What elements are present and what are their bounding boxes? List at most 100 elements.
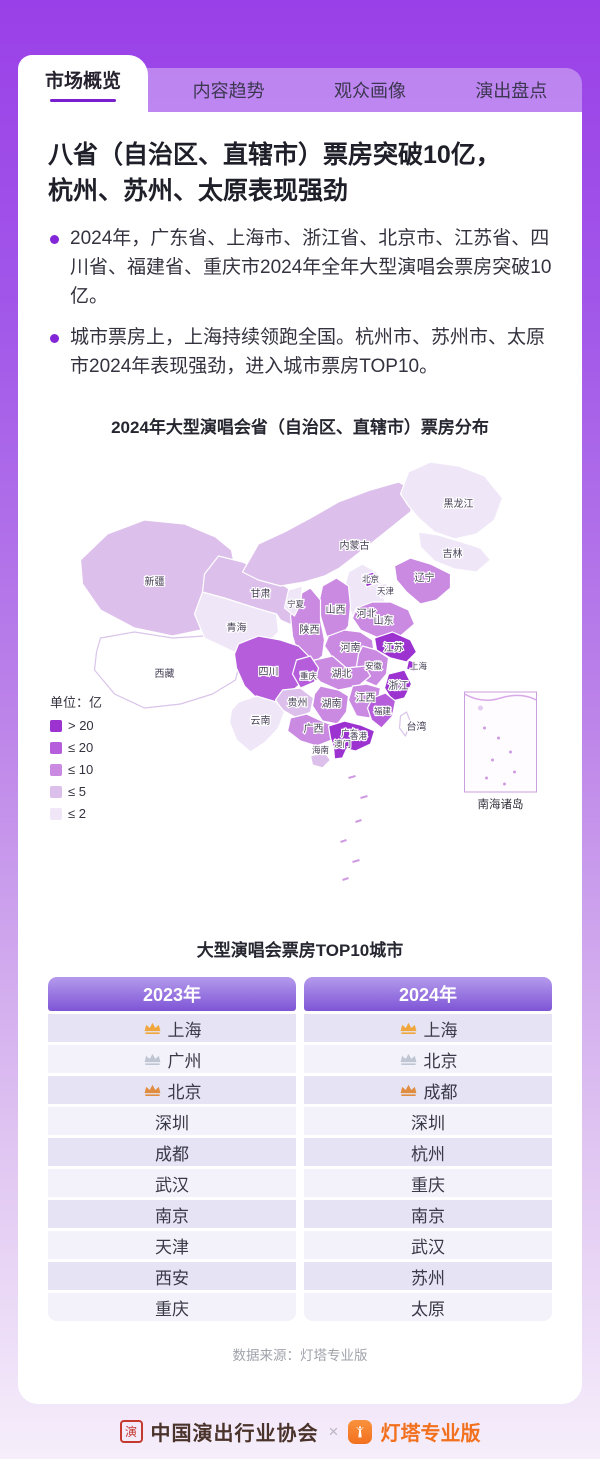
tab-content-trend[interactable]: 内容趋势 <box>192 81 265 101</box>
tab-market-overview-label: 市场概览 <box>44 70 121 92</box>
table-row: 成都 <box>304 1076 552 1105</box>
svg-text:辽宁: 辽宁 <box>415 571 435 584</box>
svg-text:河南: 河南 <box>341 641 361 654</box>
table-column-2023: 2023年 上海 广州 北京 深圳 成都 武汉 南京 天津 西安 重庆 <box>48 977 296 1324</box>
svg-text:山西: 山西 <box>326 604 346 616</box>
tab-audience-profile[interactable]: 观众画像 <box>333 81 406 101</box>
page-title-line1: 八省（自治区、直辖市）票房突破10亿， <box>48 141 501 169</box>
province-shanghai[interactable] <box>405 659 419 673</box>
legend-item: > 20 <box>50 718 102 733</box>
top-tab-bar: 内容趋势 观众画像 演出盘点 市场概览 <box>18 55 582 112</box>
china-choropleth-map: 南海诸岛 新疆 西藏 青海 甘肃 内蒙古 黑龙江 吉林 辽宁 河北 北京 天津 … <box>48 442 552 894</box>
legend-item: ≤ 20 <box>50 740 102 755</box>
tab-show-review[interactable]: 演出盘点 <box>475 81 548 101</box>
svg-text:内蒙古: 内蒙古 <box>340 539 370 552</box>
table-row: 武汉 <box>304 1231 552 1260</box>
top10-table: 2023年 上海 广州 北京 深圳 成都 武汉 南京 天津 西安 重庆 <box>48 977 552 1324</box>
svg-text:浙江: 浙江 <box>389 680 409 692</box>
province-guangdong[interactable] <box>327 720 376 760</box>
province-neimenggu[interactable] <box>241 481 418 587</box>
svg-text:西藏: 西藏 <box>155 668 175 680</box>
legend-label: > 20 <box>68 718 94 734</box>
association-seal-icon: 演 <box>119 1420 143 1443</box>
summary-bullets: 2024年，广东省、上海市、浙江省、北京市、江苏省、四川省、福建省、重庆市202… <box>48 225 552 381</box>
province-hainan[interactable] <box>309 751 332 769</box>
province-jilin[interactable] <box>417 531 492 573</box>
legend-label: ≤ 2 <box>68 806 86 822</box>
svg-text:重庆: 重庆 <box>300 671 318 681</box>
table-column-2024: 2024年 上海 北京 成都 深圳 杭州 重庆 南京 武汉 苏州 太原 <box>304 977 552 1324</box>
bullet-dot-icon <box>50 235 59 244</box>
province-heilongjiang[interactable] <box>399 461 504 540</box>
province-tianjin[interactable] <box>377 582 391 599</box>
svg-text:江苏: 江苏 <box>384 641 404 654</box>
svg-text:新疆: 新疆 <box>145 575 165 588</box>
bullet-text: 2024年，广东省、上海市、浙江省、北京市、江苏省、四川省、福建省、重庆市202… <box>70 228 552 307</box>
svg-text:陕西: 陕西 <box>300 623 320 636</box>
province-yunnan[interactable] <box>228 695 286 753</box>
map-chart-title: 2024年大型演唱会省（自治区、直辖市）票房分布 <box>111 418 489 438</box>
svg-text:湖南: 湖南 <box>322 697 342 710</box>
china-map-svg: 南海诸岛 新疆 西藏 青海 甘肃 内蒙古 黑龙江 吉林 辽宁 河北 北京 天津 … <box>79 461 537 882</box>
legend-item: ≤ 5 <box>50 784 102 799</box>
legend-swatch <box>50 741 62 754</box>
table-row: 南京 <box>304 1200 552 1229</box>
crown-gold-icon <box>400 1023 416 1035</box>
svg-text:吉林: 吉林 <box>443 547 463 560</box>
table-row: 广州 <box>48 1045 296 1074</box>
province-shandong[interactable] <box>351 601 416 639</box>
svg-text:黑龙江: 黑龙江 <box>444 497 474 510</box>
svg-text:福建: 福建 <box>374 706 392 716</box>
association-name: 中国演出行业协会 <box>150 1423 319 1445</box>
svg-text:湖北: 湖北 <box>332 668 352 680</box>
svg-text:天津: 天津 <box>377 586 395 596</box>
svg-text:香港: 香港 <box>350 731 368 741</box>
province-taiwan[interactable] <box>398 711 412 737</box>
table-row: 成都 <box>48 1138 296 1167</box>
province-beijing[interactable] <box>361 571 379 588</box>
province-chongqing[interactable] <box>291 655 320 689</box>
table-row: 西安 <box>48 1262 296 1291</box>
table-row: 北京 <box>48 1076 296 1105</box>
legend-swatch <box>50 763 62 776</box>
map-legend: 单位：亿 > 20 ≤ 20 ≤ 10 ≤ 5 <box>50 692 102 821</box>
table-row: 北京 <box>304 1045 552 1074</box>
legend-swatch <box>50 785 62 798</box>
table-row: 上海 <box>48 1014 296 1043</box>
province-ningxia[interactable] <box>283 585 304 617</box>
column-header-2024: 2024年 <box>304 977 552 1012</box>
svg-text:广东: 广东 <box>341 728 358 738</box>
legend-unit-label: 单位：亿 <box>50 695 103 711</box>
table-row: 太原 <box>304 1293 552 1322</box>
svg-text:安徽: 安徽 <box>365 661 383 671</box>
table-title: 大型演唱会票房TOP10城市 <box>196 941 404 961</box>
legend-swatch <box>50 807 62 820</box>
legend-label: ≤ 20 <box>68 740 94 756</box>
svg-text:江西: 江西 <box>356 692 376 704</box>
inset-label: 南海诸岛 <box>478 797 524 811</box>
svg-text:海南: 海南 <box>312 745 329 755</box>
table-row: 深圳 <box>304 1107 552 1136</box>
page-title-line2: 杭州、苏州、太原表现强劲 <box>48 176 349 205</box>
svg-text:云南: 云南 <box>251 714 271 727</box>
tab-market-overview[interactable]: 市场概览 <box>18 55 148 112</box>
table-row: 重庆 <box>304 1169 552 1198</box>
column-header-2023: 2023年 <box>48 977 296 1012</box>
bullet-dot-icon <box>50 333 59 343</box>
table-row: 重庆 <box>48 1293 296 1322</box>
active-tab-underline <box>50 98 116 102</box>
province-fujian[interactable] <box>366 692 397 729</box>
report-card: 八省（自治区、直辖市）票房突破10亿， 杭州、苏州、太原表现强劲 2024年，广… <box>18 112 582 1404</box>
svg-text:贵州: 贵州 <box>288 696 308 709</box>
inactive-tabs-bar: 内容趋势 观众画像 演出盘点 <box>128 68 582 112</box>
table-row: 武汉 <box>48 1169 296 1198</box>
table-row: 苏州 <box>304 1262 552 1291</box>
province-zhejiang[interactable] <box>383 669 413 702</box>
table-row: 南京 <box>48 1200 296 1229</box>
province-liaoning[interactable] <box>393 557 452 605</box>
svg-text:澳门: 澳门 <box>334 739 351 749</box>
table-row: 上海 <box>304 1014 552 1043</box>
crown-bronze-icon <box>400 1085 416 1097</box>
crown-silver-icon <box>400 1054 416 1066</box>
x-separator: × <box>328 1421 339 1441</box>
